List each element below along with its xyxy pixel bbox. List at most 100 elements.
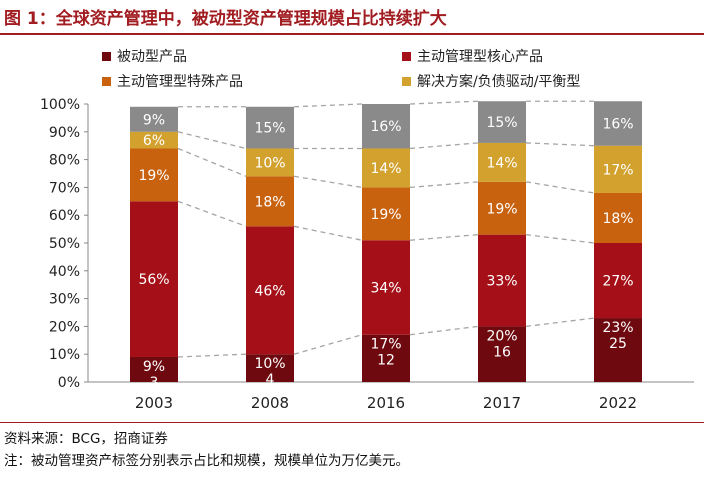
y-tick-label: 80% xyxy=(49,153,80,169)
bar-segment xyxy=(246,176,294,227)
legend-label-solutions: 解决方案/负债驱动/平衡型 xyxy=(417,74,581,90)
legend-item-solutions: 解决方案/负债驱动/平衡型 xyxy=(402,71,580,91)
dashed-connector xyxy=(293,103,363,108)
legend-swatch-active-specialty xyxy=(102,76,111,86)
bar-segment xyxy=(246,354,294,382)
dashed-connector xyxy=(409,181,479,189)
data-label: 19% xyxy=(138,168,169,184)
data-label: 9% xyxy=(143,112,165,128)
bar-segment xyxy=(478,142,526,182)
bar-segment xyxy=(594,318,642,382)
data-label: 9% xyxy=(143,359,165,375)
data-label: 16% xyxy=(602,116,633,132)
dashed-connector xyxy=(525,142,595,147)
dashed-connector xyxy=(177,353,247,358)
footer-rule xyxy=(0,422,704,423)
bar-segment xyxy=(246,106,294,149)
bar-segment xyxy=(362,334,410,382)
data-label: 10% xyxy=(254,155,285,171)
data-label: 10% xyxy=(254,356,285,372)
stacked-bar-chart: 0%10%20%30%40%50%60%70%80%90%100%9%356%1… xyxy=(40,97,694,412)
bar-segment xyxy=(362,148,410,188)
legend-item-active-core: 主动管理型核心产品 xyxy=(402,46,543,66)
bar-segment xyxy=(130,106,178,132)
y-tick-label: 10% xyxy=(49,347,80,363)
dashed-connector xyxy=(409,100,479,105)
x-tick-label: 2008 xyxy=(251,394,289,412)
data-label: 6% xyxy=(143,133,165,149)
dashed-connector xyxy=(525,234,595,244)
bar-segment xyxy=(246,148,294,177)
y-tick-label: 70% xyxy=(49,180,80,196)
scale-label: 3 xyxy=(150,375,159,391)
footnote: 注：被动管理资产标签分别表示占比和规模，规模单位为万亿美元。 xyxy=(4,453,409,469)
legend-item-passive: 被动型产品 xyxy=(102,46,187,66)
data-label: 34% xyxy=(370,280,401,296)
bar-segment xyxy=(246,226,294,355)
data-label: 46% xyxy=(254,283,285,299)
y-tick-label: 50% xyxy=(49,236,80,252)
figure-title: 图 1：全球资产管理中，被动型资产管理规模占比持续扩大 xyxy=(4,9,447,29)
bar-segment xyxy=(594,101,642,146)
legend-label-active-core: 主动管理型核心产品 xyxy=(417,49,543,65)
legend-swatch-active-core xyxy=(402,51,411,61)
bar-segment xyxy=(478,181,526,235)
data-label: 19% xyxy=(486,201,517,217)
bar-segment xyxy=(594,145,642,193)
data-label: 16% xyxy=(370,119,401,135)
data-label: 15% xyxy=(254,121,285,137)
data-label: 14% xyxy=(370,161,401,177)
y-tick-label: 40% xyxy=(49,264,80,280)
legend-label-passive: 被动型产品 xyxy=(117,49,187,65)
x-tick-label: 2016 xyxy=(367,394,405,412)
bar-segment xyxy=(594,243,642,319)
legend-swatch-solutions xyxy=(402,76,411,86)
data-label: 15% xyxy=(486,115,517,131)
y-tick-label: 90% xyxy=(49,125,80,141)
bar-segment xyxy=(130,201,178,357)
dashed-connector xyxy=(177,147,247,177)
dashed-connector xyxy=(409,325,479,336)
bar-segment xyxy=(130,148,178,202)
source-note: 资料来源：BCG，招商证券 xyxy=(4,431,168,447)
data-label: 14% xyxy=(486,155,517,171)
scale-label: 12 xyxy=(377,353,395,369)
legend-item-active-specialty: 主动管理型特殊产品 xyxy=(102,71,243,91)
x-tick-label: 2003 xyxy=(135,394,173,412)
data-label: 18% xyxy=(254,194,285,210)
dashed-connector xyxy=(525,181,595,194)
bar-segment xyxy=(362,240,410,335)
dashed-connector xyxy=(177,131,247,150)
y-tick-label: 100% xyxy=(40,97,80,113)
scale-label: 16 xyxy=(493,344,511,360)
bar-segment xyxy=(130,356,178,382)
bar-segment xyxy=(362,187,410,241)
bar-segment xyxy=(362,104,410,149)
dashed-connector xyxy=(293,225,363,241)
data-label: 18% xyxy=(602,211,633,227)
dashed-connector xyxy=(409,142,479,150)
y-tick-label: 20% xyxy=(49,319,80,335)
y-tick-label: 0% xyxy=(58,375,80,391)
data-label: 17% xyxy=(370,337,401,353)
y-tick-label: 60% xyxy=(49,208,80,224)
data-label: 33% xyxy=(486,274,517,290)
data-label: 19% xyxy=(370,207,401,223)
bar-segment xyxy=(478,234,526,327)
data-label: 27% xyxy=(602,274,633,290)
x-tick-label: 2022 xyxy=(599,394,637,412)
dashed-connector xyxy=(409,234,479,241)
scale-label: 25 xyxy=(609,336,627,352)
legend-label-active-specialty: 主动管理型特殊产品 xyxy=(117,74,243,90)
data-label: 23% xyxy=(602,320,633,336)
data-label: 56% xyxy=(138,272,169,288)
data-label: 17% xyxy=(602,162,633,178)
bar-segment xyxy=(130,131,178,149)
bar-segment xyxy=(594,192,642,243)
dashed-connector xyxy=(293,175,363,189)
x-tick-label: 2017 xyxy=(483,394,521,412)
legend-swatch-passive xyxy=(102,51,111,61)
y-tick-label: 30% xyxy=(49,292,80,308)
title-rule xyxy=(0,33,704,35)
dashed-connector xyxy=(525,317,595,328)
